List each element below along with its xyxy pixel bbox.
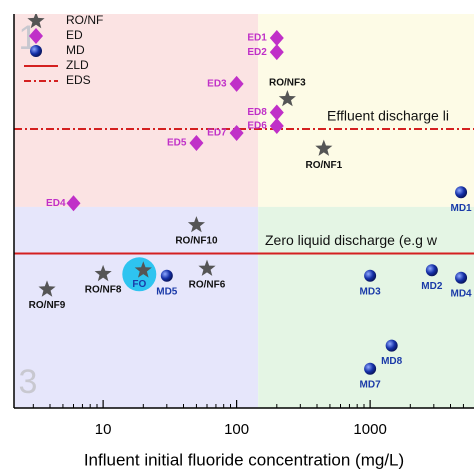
diamond-marker — [269, 30, 284, 47]
sphere-marker — [30, 45, 42, 57]
point-label: MD3 — [360, 286, 382, 297]
diamond-marker — [189, 135, 204, 152]
point-label: MD8 — [381, 356, 403, 367]
legend-label: EDS — [66, 73, 91, 87]
legend-label: MD — [66, 43, 85, 57]
point-label: ED1 — [247, 33, 267, 44]
point-label: RO/NF10 — [175, 236, 218, 247]
diamond-marker — [269, 44, 284, 61]
point-label: MD5 — [156, 286, 178, 297]
reference-line-text: Zero liquid discharge (e.g w — [265, 232, 438, 248]
sphere-marker — [455, 271, 468, 284]
sphere-marker — [364, 269, 377, 282]
reference-line-text: Effluent discharge li — [327, 108, 449, 124]
point-label: ED6 — [247, 121, 267, 132]
point-label: RO/NF1 — [305, 160, 342, 171]
legend-label: ZLD — [66, 58, 89, 72]
point-label: MD7 — [360, 379, 382, 390]
sphere-marker — [455, 186, 468, 199]
star-marker — [187, 216, 205, 233]
point-label: RO/NF3 — [269, 78, 306, 89]
star-marker — [198, 259, 216, 276]
point-label: RO/NF6 — [189, 279, 226, 290]
x-tick-label: 100 — [224, 421, 249, 438]
point-label: ED5 — [167, 138, 187, 149]
star-marker — [94, 264, 112, 282]
star-marker — [278, 90, 296, 107]
point-label: ED2 — [247, 47, 267, 58]
legend-label: RO/NF — [66, 13, 103, 27]
diamond-marker — [229, 75, 244, 92]
diamond-marker — [66, 195, 81, 212]
sphere-marker — [364, 362, 377, 375]
region — [14, 206, 259, 408]
point-label: MD4 — [451, 288, 473, 299]
region-label: 3 — [19, 363, 38, 401]
highlight-label: FO — [132, 279, 146, 290]
region — [14, 14, 259, 207]
point-label: ED8 — [247, 107, 267, 118]
legend-label: ED — [66, 28, 83, 42]
star-marker — [315, 139, 333, 156]
diamond-marker — [269, 104, 284, 121]
diamond-marker — [229, 124, 244, 141]
point-label: MD2 — [421, 281, 443, 292]
point-label: RO/NF9 — [29, 300, 66, 311]
sphere-marker — [385, 339, 398, 352]
diamond-marker — [29, 28, 43, 44]
point-label: ED4 — [46, 198, 66, 209]
x-axis-label: Influent initial fluoride concentration … — [84, 450, 404, 469]
x-tick-label: 1000 — [353, 421, 386, 438]
star-marker — [27, 14, 45, 29]
point-label: ED7 — [207, 128, 227, 139]
region — [258, 14, 474, 207]
sphere-marker — [425, 264, 438, 277]
star-marker — [134, 261, 152, 278]
diamond-marker — [269, 117, 284, 134]
x-tick-label: 10 — [95, 421, 112, 438]
star-marker — [38, 280, 56, 297]
point-label: ED3 — [207, 79, 227, 90]
region — [258, 206, 474, 408]
point-label: RO/NF8 — [85, 285, 122, 296]
point-label: MD1 — [451, 203, 473, 214]
sphere-marker — [160, 269, 173, 282]
